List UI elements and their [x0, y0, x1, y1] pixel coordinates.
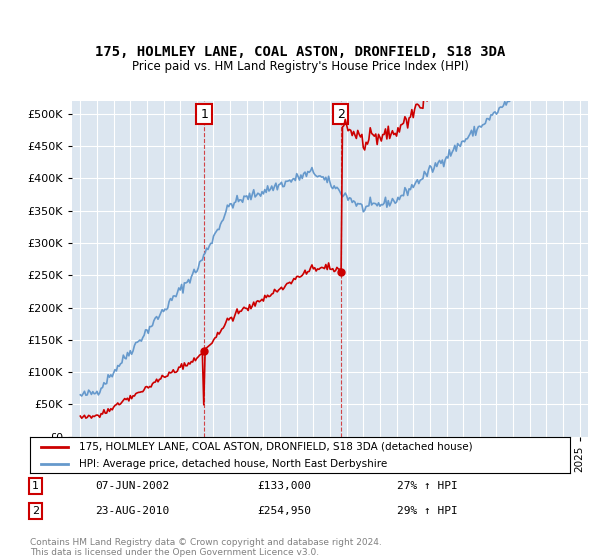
Text: 23-AUG-2010: 23-AUG-2010: [95, 506, 169, 516]
Text: 175, HOLMLEY LANE, COAL ASTON, DRONFIELD, S18 3DA: 175, HOLMLEY LANE, COAL ASTON, DRONFIELD…: [95, 45, 505, 59]
Text: Contains HM Land Registry data © Crown copyright and database right 2024.
This d: Contains HM Land Registry data © Crown c…: [30, 538, 382, 557]
Text: £254,950: £254,950: [257, 506, 311, 516]
Text: HPI: Average price, detached house, North East Derbyshire: HPI: Average price, detached house, Nort…: [79, 459, 387, 469]
Text: 29% ↑ HPI: 29% ↑ HPI: [397, 506, 458, 516]
Text: 1: 1: [32, 481, 39, 491]
Text: 07-JUN-2002: 07-JUN-2002: [95, 481, 169, 491]
Text: Price paid vs. HM Land Registry's House Price Index (HPI): Price paid vs. HM Land Registry's House …: [131, 60, 469, 73]
Text: 2: 2: [32, 506, 39, 516]
Text: 1: 1: [200, 108, 208, 121]
Text: 175, HOLMLEY LANE, COAL ASTON, DRONFIELD, S18 3DA (detached house): 175, HOLMLEY LANE, COAL ASTON, DRONFIELD…: [79, 442, 472, 452]
Text: 2: 2: [337, 108, 344, 121]
Text: £133,000: £133,000: [257, 481, 311, 491]
Text: 27% ↑ HPI: 27% ↑ HPI: [397, 481, 458, 491]
